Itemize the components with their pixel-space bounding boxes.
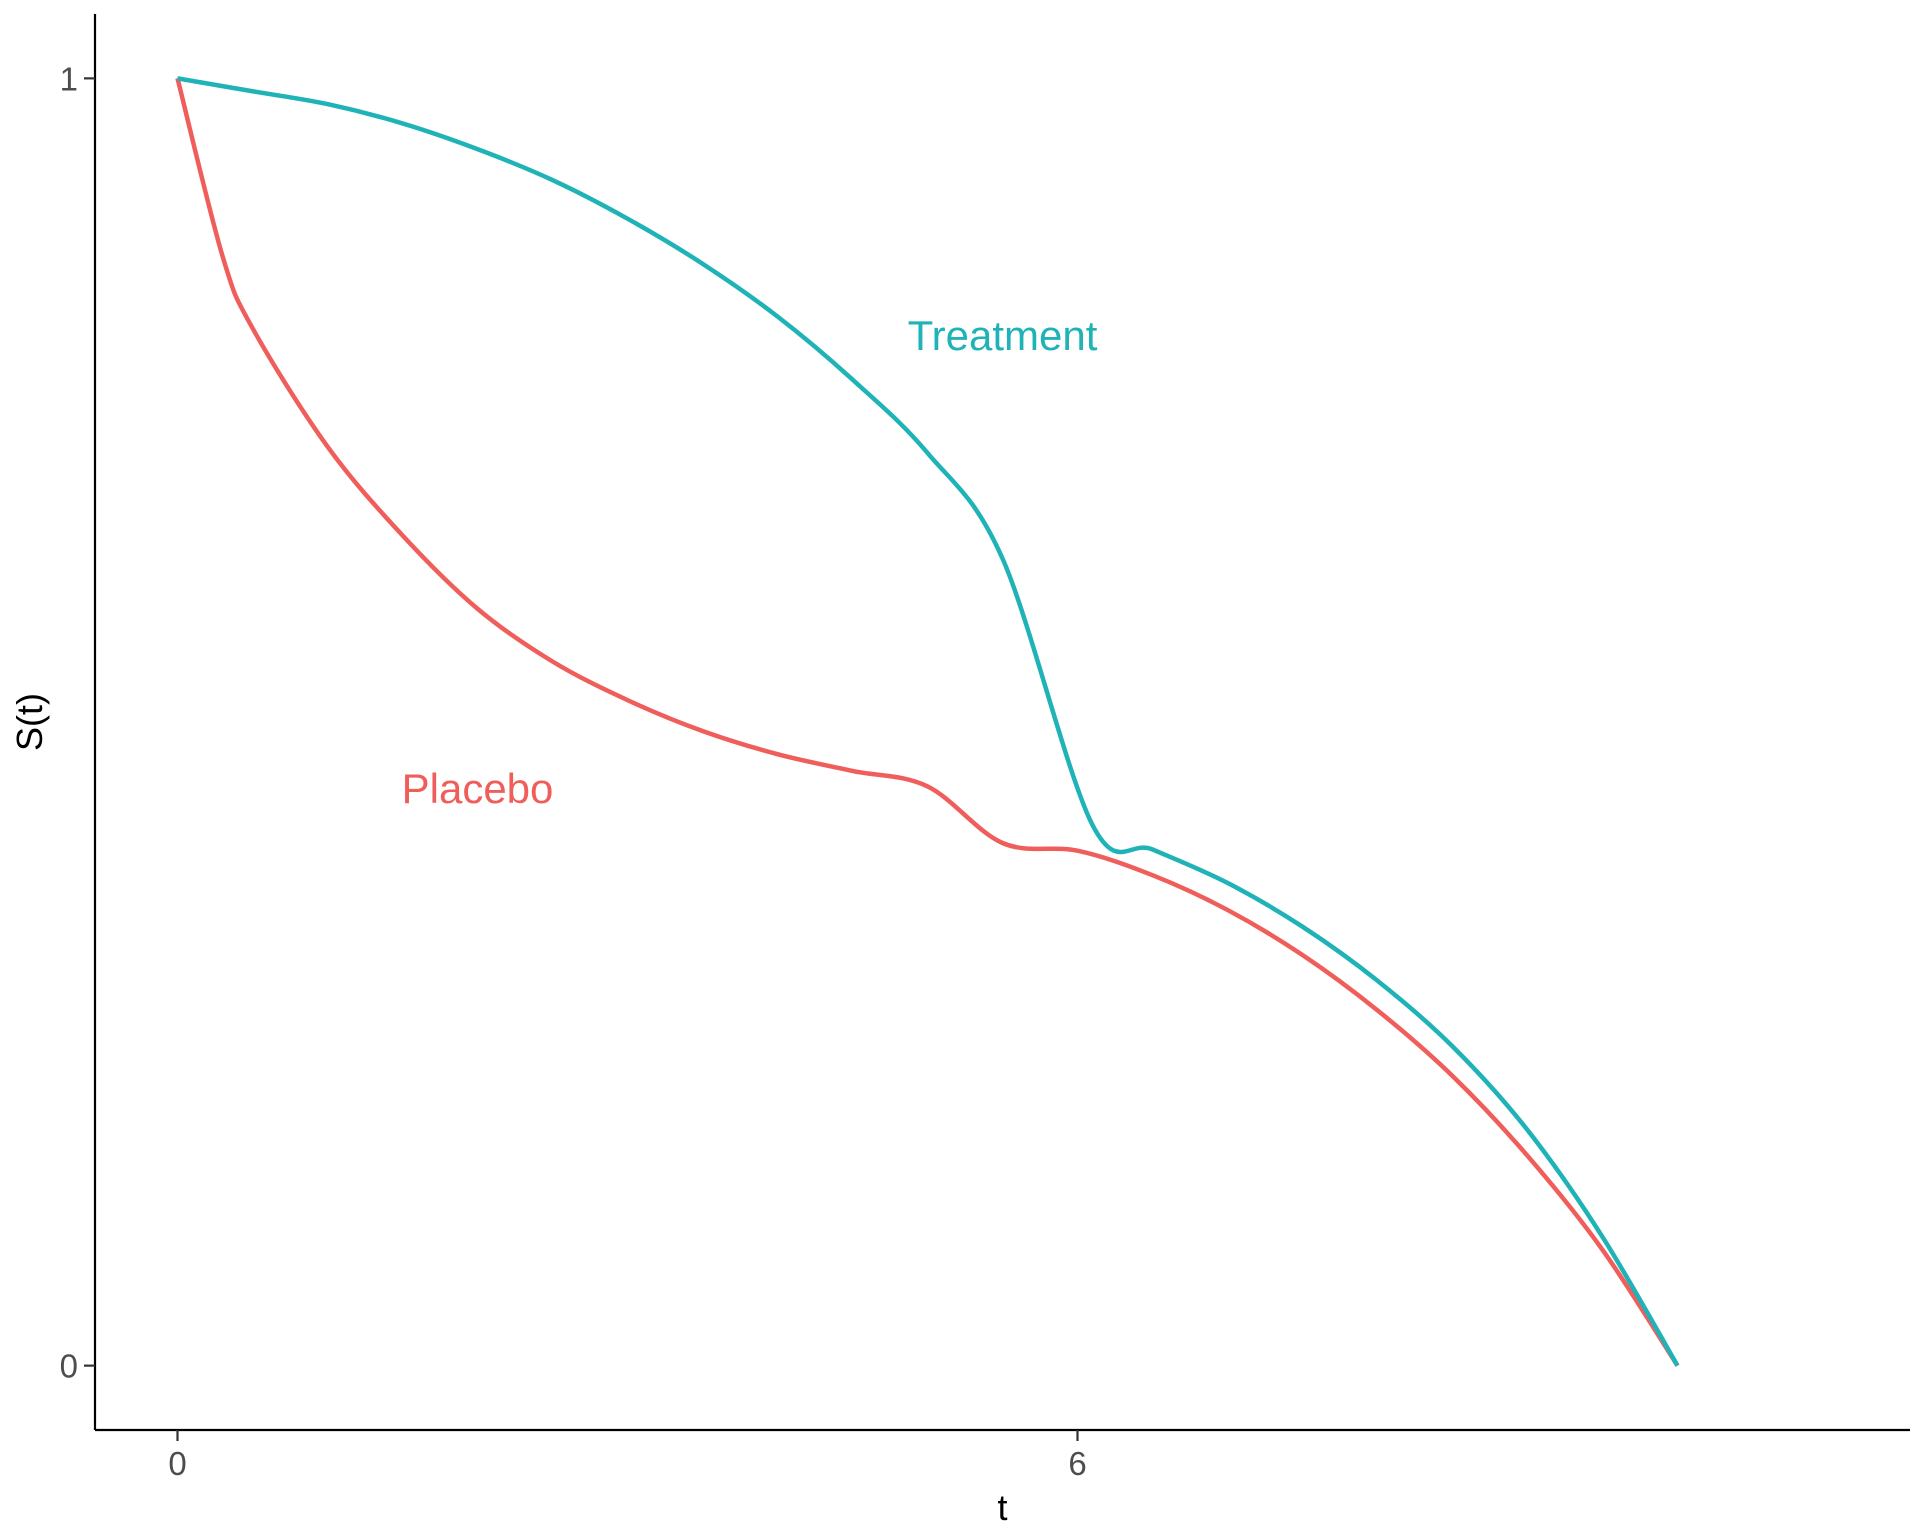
plot-area: Treatment Placebo (175, 76, 1680, 1367)
series-label-placebo: Placebo (402, 765, 554, 812)
series-line-treatment (177, 76, 1680, 1367)
y-axis-title: S(t) (9, 693, 50, 751)
x-tick-label: 6 (1068, 1445, 1086, 1482)
y-tick-label: 0 (60, 1348, 78, 1385)
annotation-layer: Treatment Placebo (402, 312, 1098, 812)
series-layer (175, 76, 1680, 1367)
x-axis-title: t (997, 1487, 1007, 1528)
y-tick-label: 1 (60, 60, 78, 97)
series-line-placebo (175, 77, 1680, 1367)
series-label-treatment: Treatment (908, 312, 1098, 359)
x-tick-label: 0 (168, 1445, 186, 1482)
y-axis-ticks: 01 (60, 60, 95, 1385)
